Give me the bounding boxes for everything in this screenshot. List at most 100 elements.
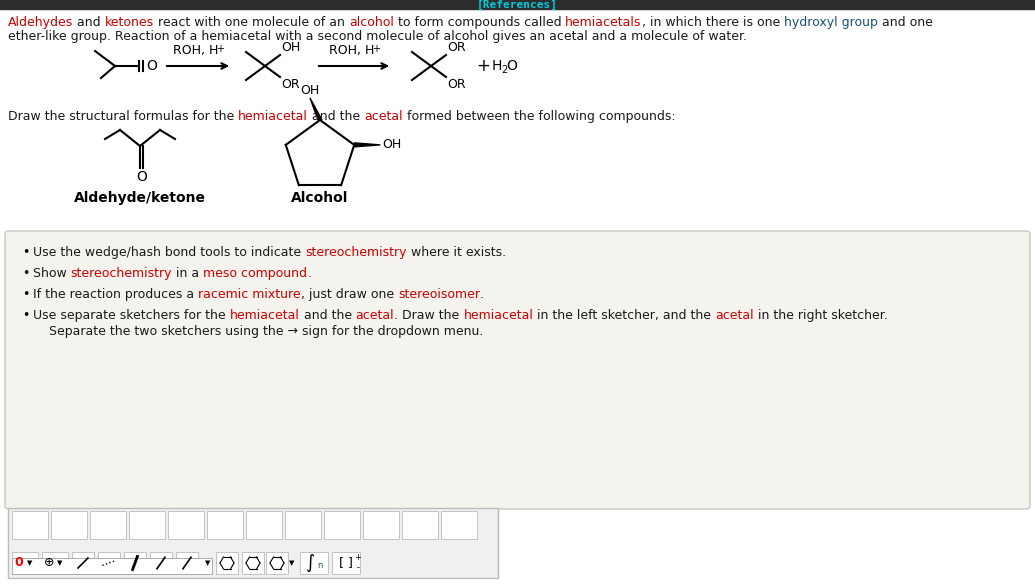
Text: O: O (506, 59, 516, 73)
Bar (266, 552, 288, 574)
Text: stereochemistry: stereochemistry (305, 246, 407, 259)
Text: Alcohol: Alcohol (291, 191, 349, 205)
Bar (168, 511, 204, 539)
Text: acetal: acetal (715, 309, 755, 322)
Bar (176, 552, 198, 574)
Text: 0: 0 (14, 557, 24, 570)
Text: ⊕: ⊕ (43, 557, 54, 570)
Text: in the left sketcher, and the: in the left sketcher, and the (533, 309, 715, 322)
Bar (150, 552, 172, 574)
Text: meso compound: meso compound (203, 267, 307, 280)
Bar (90, 511, 126, 539)
Text: hydroxyl group: hydroxyl group (783, 16, 878, 29)
Bar (42, 552, 68, 574)
Bar (129, 511, 165, 539)
Bar (8, 508, 498, 578)
Text: 2: 2 (501, 65, 507, 75)
Text: ▼: ▼ (57, 560, 63, 566)
Text: Show: Show (33, 267, 70, 280)
Text: stereochemistry: stereochemistry (70, 267, 172, 280)
Text: acetal: acetal (356, 309, 394, 322)
Bar (12, 511, 48, 539)
Polygon shape (354, 143, 380, 147)
Text: ▼: ▼ (205, 560, 211, 566)
Text: +: + (355, 554, 361, 563)
Text: OR: OR (447, 78, 466, 91)
Text: +: + (476, 57, 490, 75)
Text: and the: and the (299, 309, 356, 322)
Text: Use the wedge/hash bond tools to indicate: Use the wedge/hash bond tools to indicat… (33, 246, 305, 259)
Text: +: + (216, 44, 224, 54)
Text: and the: and the (308, 110, 364, 123)
Text: stereoisomer: stereoisomer (397, 288, 480, 301)
Text: ▼: ▼ (290, 560, 295, 566)
Text: •: • (22, 267, 29, 280)
Text: react with one molecule of an: react with one molecule of an (154, 16, 349, 29)
Text: If the reaction produces a: If the reaction produces a (33, 288, 198, 301)
Text: acetal: acetal (364, 110, 403, 123)
Text: where it exists.: where it exists. (407, 246, 506, 259)
Text: OH: OH (280, 41, 300, 54)
Text: OH: OH (300, 84, 320, 97)
Text: .: . (307, 267, 312, 280)
Text: ▼: ▼ (27, 560, 33, 566)
Text: $\int$: $\int$ (305, 552, 315, 574)
Text: . Draw the: . Draw the (394, 309, 464, 322)
Text: ROH, H: ROH, H (329, 44, 375, 57)
Text: Aldehydes: Aldehydes (8, 16, 73, 29)
Bar (207, 511, 243, 539)
Text: n: n (318, 561, 323, 571)
Text: ether-like group. Reaction of a hemiacetal with a second molecule of alcohol giv: ether-like group. Reaction of a hemiacet… (8, 30, 747, 43)
Text: and: and (73, 16, 105, 29)
Text: , just draw one: , just draw one (301, 288, 397, 301)
Text: ROH, H: ROH, H (173, 44, 218, 57)
Text: to form compounds called: to form compounds called (393, 16, 565, 29)
FancyBboxPatch shape (5, 231, 1030, 509)
Text: Aldehyde/ketone: Aldehyde/ketone (73, 191, 206, 205)
Text: and one: and one (878, 16, 933, 29)
Text: [References]: [References] (476, 0, 558, 10)
Bar (332, 552, 360, 574)
Bar (98, 552, 120, 574)
Text: H: H (492, 59, 502, 73)
Text: ketones: ketones (105, 16, 154, 29)
Bar (363, 511, 400, 539)
Text: •: • (22, 288, 29, 301)
Text: OH: OH (382, 138, 402, 151)
Bar (246, 511, 282, 539)
Text: , in which there is one: , in which there is one (642, 16, 783, 29)
Text: +: + (372, 44, 380, 54)
Bar (72, 552, 94, 574)
Text: O: O (136, 170, 147, 184)
Bar (124, 552, 146, 574)
Text: alcohol: alcohol (349, 16, 393, 29)
Polygon shape (310, 98, 322, 120)
Text: -: - (356, 564, 359, 573)
Text: in the right sketcher.: in the right sketcher. (755, 309, 888, 322)
Text: O: O (146, 59, 157, 73)
Text: .: . (480, 288, 484, 301)
Text: hemiacetals: hemiacetals (565, 16, 642, 29)
Text: hemiacetal: hemiacetal (238, 110, 308, 123)
Text: formed between the following compounds:: formed between the following compounds: (403, 110, 676, 123)
Bar (324, 511, 360, 539)
Bar (242, 552, 264, 574)
Text: OR: OR (447, 41, 466, 54)
Text: OR: OR (280, 78, 299, 91)
Bar (285, 511, 321, 539)
Bar (51, 511, 87, 539)
Bar (300, 552, 328, 574)
Bar (12, 558, 212, 574)
Bar (402, 511, 438, 539)
Text: •: • (22, 246, 29, 259)
Text: racemic mixture: racemic mixture (198, 288, 301, 301)
Bar (12, 552, 38, 574)
Text: hemiacetal: hemiacetal (464, 309, 533, 322)
Text: •: • (22, 309, 29, 322)
Text: hemiacetal: hemiacetal (230, 309, 299, 322)
Bar (441, 511, 477, 539)
Text: Draw the structural formulas for the: Draw the structural formulas for the (8, 110, 238, 123)
Text: Use separate sketchers for the: Use separate sketchers for the (33, 309, 230, 322)
Text: in a: in a (172, 267, 203, 280)
Bar (0, 0, 1035, 9)
